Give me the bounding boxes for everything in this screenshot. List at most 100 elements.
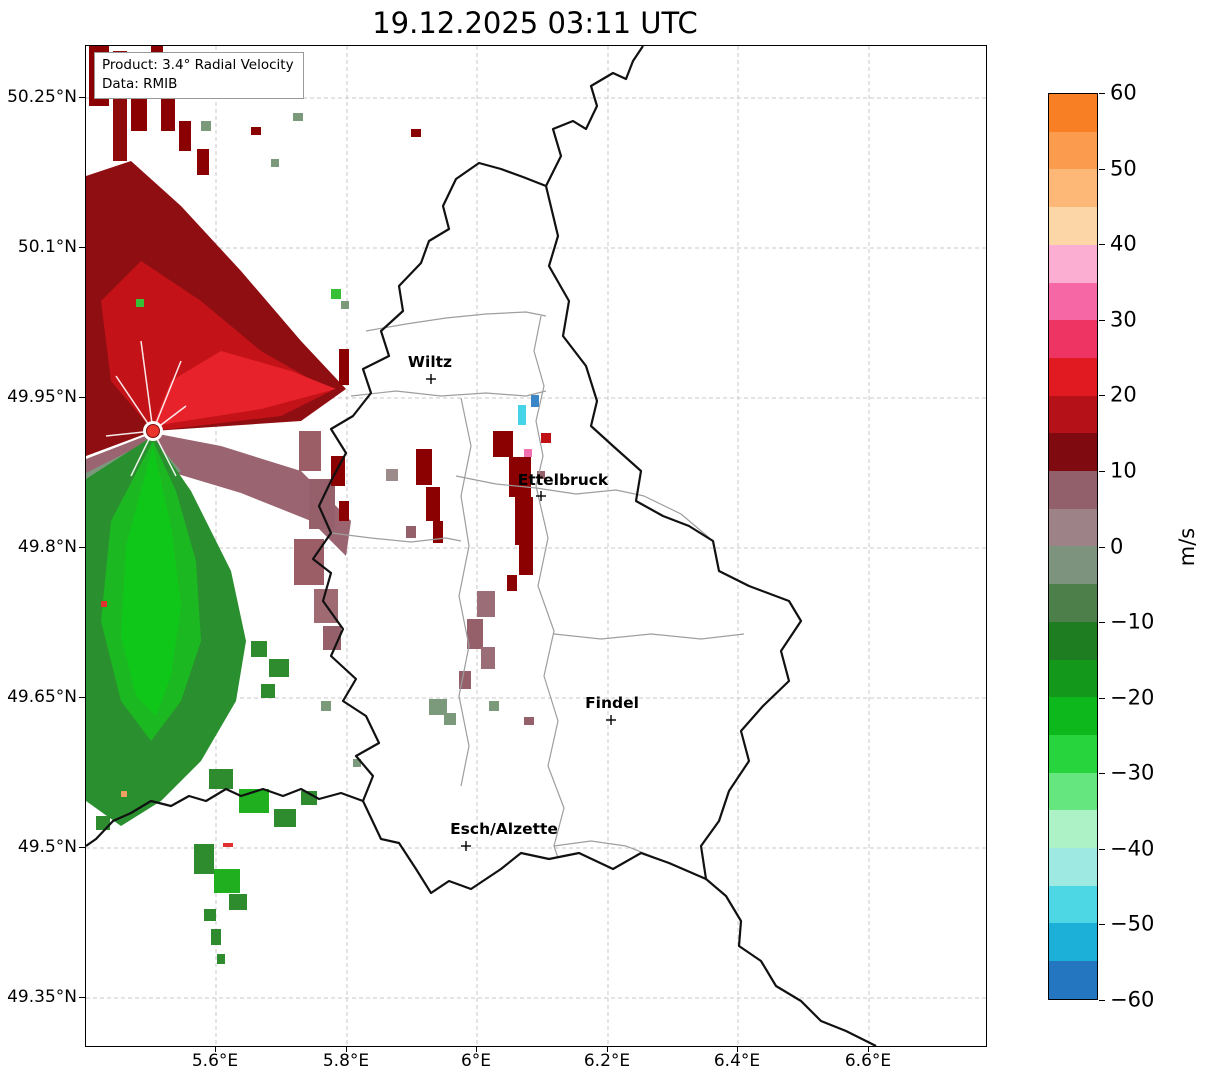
colorbar-tick-label: 40 xyxy=(1110,231,1137,256)
colorbar-tick-label: 20 xyxy=(1110,382,1137,407)
district-border xyxy=(365,311,547,332)
colorbar-band xyxy=(1049,659,1097,698)
velocity-pixel-patch xyxy=(204,909,216,921)
colorbar-band xyxy=(1049,621,1097,660)
velocity-pixel-patch xyxy=(271,159,279,167)
velocity-pixel-patch xyxy=(214,869,240,893)
map-plot: Wiltz Ettelbruck Findel Esch/Alzette Produc… xyxy=(85,45,987,1047)
colorbar-tick-mark xyxy=(1099,546,1105,548)
velocity-pixel-patch xyxy=(274,809,296,827)
velocity-pixel-patch xyxy=(339,349,349,385)
x-tick-label: 6°E xyxy=(460,1051,492,1071)
y-tick-mark xyxy=(79,97,85,98)
velocity-pixel-patch xyxy=(518,405,526,425)
colorbar-band xyxy=(1049,508,1097,547)
velocity-pixel-patch xyxy=(321,701,331,711)
city-label: Wiltz xyxy=(408,353,452,371)
x-tick-mark xyxy=(346,1046,347,1052)
velocity-pixel-patch xyxy=(339,501,349,521)
x-tick-label: 6.2°E xyxy=(583,1051,631,1071)
velocity-pixel-patch xyxy=(515,497,533,545)
velocity-pixel-patch xyxy=(293,113,303,121)
product-annotation: Product: 3.4° Radial Velocity Data: RMIB xyxy=(94,52,304,99)
velocity-pixel-patch xyxy=(493,431,513,457)
y-tick-mark xyxy=(79,397,85,398)
city-label: Esch/Alzette xyxy=(450,820,558,838)
colorbar-tick-mark xyxy=(1099,622,1105,624)
radar-spoke xyxy=(115,375,154,432)
velocity-pixel-patch xyxy=(179,121,191,151)
colorbar-band xyxy=(1049,94,1097,132)
velocity-pixel-patch xyxy=(197,149,209,175)
colorbar-band xyxy=(1049,961,1097,999)
colorbar-tick-label: 60 xyxy=(1110,80,1137,105)
velocity-pixel-patch xyxy=(524,717,534,725)
colorbar-band xyxy=(1049,207,1097,245)
velocity-pixel-patch xyxy=(416,449,432,485)
colorbar-band xyxy=(1049,244,1097,283)
district-border xyxy=(350,390,547,397)
city-label: Ettelbruck xyxy=(518,471,609,489)
colorbar-band xyxy=(1049,734,1097,773)
velocity-pixel-patch xyxy=(411,129,421,137)
velocity-pixel-patch xyxy=(211,929,221,945)
velocity-pixel-patch xyxy=(459,671,471,689)
x-tick-label: 6.4°E xyxy=(713,1051,761,1071)
colorbar-tick-label: −10 xyxy=(1110,609,1155,634)
colorbar-tick-mark xyxy=(1099,244,1105,246)
colorbar-tick-mark xyxy=(1099,1000,1105,1001)
velocity-pixel-patch xyxy=(467,619,483,649)
velocity-pixel-patch xyxy=(444,713,456,725)
velocity-pixel-patch xyxy=(353,759,361,767)
velocity-field-region xyxy=(153,351,336,426)
data-source-line: Data: RMIB xyxy=(102,75,178,92)
country-border xyxy=(86,787,364,847)
x-tick-mark xyxy=(215,1046,216,1052)
colorbar-tick-mark xyxy=(1099,319,1105,321)
colorbar-tick-mark xyxy=(1099,93,1105,94)
y-tick-label: 49.5°N xyxy=(17,837,77,857)
colorbar-band xyxy=(1049,697,1097,735)
velocity-pixel-patch xyxy=(136,299,144,307)
x-tick-mark xyxy=(737,1046,738,1052)
district-border xyxy=(553,633,745,640)
colorbar-band xyxy=(1049,848,1097,886)
velocity-pixel-patch xyxy=(251,641,267,657)
velocity-pixel-patch xyxy=(299,431,321,471)
radar-site-marker xyxy=(146,424,160,438)
colorbar-band xyxy=(1049,357,1097,396)
velocity-pixel-patch xyxy=(101,601,107,607)
velocity-pixel-patch xyxy=(223,843,233,847)
y-tick-label: 49.35°N xyxy=(7,987,77,1007)
velocity-pixel-patch xyxy=(161,91,175,131)
colorbar-band xyxy=(1049,923,1097,962)
colorbar: m/s 60 50 40 30 20 10 0 −10 −20 −30 −40 −50 −60 xyxy=(1048,81,1207,1012)
y-tick-label: 49.95°N xyxy=(7,387,77,407)
colorbar-tick-label: −50 xyxy=(1110,911,1155,936)
country-border xyxy=(705,878,877,1046)
country-border xyxy=(545,46,644,187)
colorbar-tick-mark xyxy=(1099,848,1105,850)
velocity-pixel-patch xyxy=(433,521,443,543)
radar-spoke xyxy=(152,360,182,432)
colorbar-tick-label: 10 xyxy=(1110,458,1137,483)
velocity-pixel-patch xyxy=(537,471,545,479)
velocity-pixel-patch xyxy=(541,433,551,443)
x-tick-mark xyxy=(607,1046,608,1052)
velocity-pixel-patch xyxy=(209,769,233,789)
velocity-field-region xyxy=(121,446,181,716)
district-border xyxy=(643,495,714,542)
colorbar-tick-label: 50 xyxy=(1110,156,1137,181)
colorbar-tick-label: −60 xyxy=(1110,987,1155,1012)
y-tick-mark xyxy=(79,697,85,698)
colorbar-tick-mark xyxy=(1099,773,1105,775)
velocity-pixel-patch xyxy=(309,479,335,529)
velocity-pixel-patch xyxy=(426,487,440,521)
colorbar-band xyxy=(1049,282,1097,321)
colorbar-band xyxy=(1049,433,1097,472)
y-tick-mark xyxy=(79,847,85,848)
velocity-pixel-patch xyxy=(194,844,214,874)
colorbar-tick-label: −20 xyxy=(1110,685,1155,710)
colorbar-band xyxy=(1049,395,1097,434)
